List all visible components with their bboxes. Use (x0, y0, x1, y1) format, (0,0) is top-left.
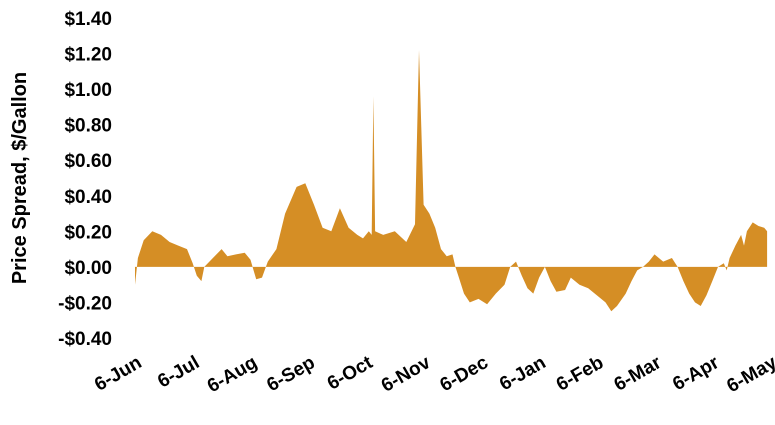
x-tick-label: 6-Jun (91, 352, 145, 396)
x-tick-label: 6-Jan (496, 352, 549, 395)
x-tick-label: 6-Oct (324, 352, 377, 395)
y-axis-title: Price Spread, $/Gallon (9, 72, 31, 284)
y-axis-ticks: $1.40 $1.20 $1.00 $0.80 $0.60 $0.40 $0.20 $0.00… (58, 9, 112, 350)
y-tick-label: $0.60 (64, 151, 112, 172)
x-tick-label: 6-May (723, 352, 775, 397)
x-tick-label: 6-Jul (154, 352, 203, 392)
y-tick-label: $0.00 (64, 258, 112, 279)
y-axis-title-group: Price Spread, $/Gallon (9, 72, 31, 284)
area-layer (135, 50, 768, 312)
y-tick-label: -$0.40 (58, 329, 112, 350)
x-tick-label: 6-Apr (669, 352, 723, 395)
x-axis-ticks: 6-Jun 6-Jul 6-Aug 6-Sep 6-Oct 6-Nov 6-Dec 6-Jan… (91, 352, 775, 397)
y-tick-label: $0.40 (64, 187, 112, 208)
y-tick-label: $0.80 (64, 116, 112, 137)
y-tick-label: $1.40 (64, 9, 112, 30)
x-tick-label: 6-Dec (437, 352, 493, 396)
y-tick-label: -$0.20 (58, 293, 112, 314)
x-tick-label: 6-Nov (378, 352, 435, 397)
y-tick-label: $0.20 (64, 222, 112, 243)
y-tick-label: $1.00 (64, 80, 112, 101)
x-tick-label: 6-Mar (611, 352, 666, 396)
price-spread-area (135, 50, 768, 312)
x-tick-label: 6-Feb (553, 352, 607, 396)
y-tick-label: $1.20 (64, 45, 112, 66)
x-tick-label: 6-Aug (204, 352, 261, 397)
x-tick-label: 6-Sep (263, 352, 318, 396)
